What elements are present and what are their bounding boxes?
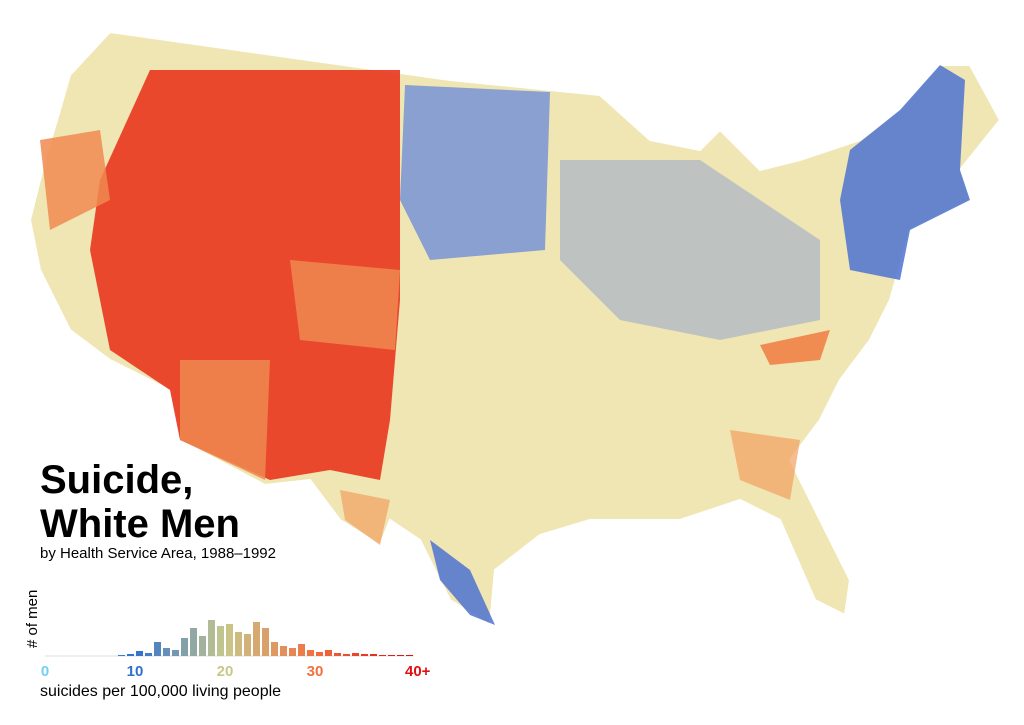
histogram-bar bbox=[217, 626, 224, 656]
histogram-bar bbox=[289, 648, 296, 656]
histogram-bar bbox=[316, 652, 323, 656]
title-line: White Men bbox=[40, 502, 240, 546]
region-midwest-mixed bbox=[560, 160, 820, 340]
histogram-bar bbox=[271, 642, 278, 656]
histogram-bar bbox=[298, 644, 305, 656]
histogram-bar bbox=[379, 655, 386, 656]
legend-histogram: 0 10 20 30 40+ bbox=[41, 620, 431, 680]
histogram-bar bbox=[127, 654, 134, 656]
histogram-bar bbox=[325, 650, 332, 656]
region-west bbox=[90, 70, 400, 480]
x-tick-label: 20 bbox=[217, 663, 234, 680]
histogram-bar bbox=[352, 653, 359, 656]
histogram-bar bbox=[145, 653, 152, 656]
histogram-bar bbox=[235, 632, 242, 656]
histogram-bar bbox=[154, 642, 161, 656]
region-texas-blue bbox=[430, 540, 495, 625]
histogram-bar bbox=[280, 646, 287, 656]
us-map bbox=[28, 30, 1002, 627]
histogram-bar bbox=[190, 628, 197, 656]
x-tick-label: 0 bbox=[41, 663, 49, 680]
histogram-bar bbox=[334, 653, 341, 656]
histogram-bar bbox=[343, 654, 350, 656]
region-west-orange bbox=[40, 130, 400, 480]
region-plains-blue bbox=[400, 85, 550, 260]
histogram-bar bbox=[172, 650, 179, 656]
histogram-bar bbox=[226, 624, 233, 656]
histogram-bar bbox=[262, 628, 269, 656]
histogram-bar bbox=[118, 655, 125, 656]
histogram-bar bbox=[181, 638, 188, 656]
histogram-bar bbox=[199, 636, 206, 656]
histogram-bar bbox=[361, 654, 368, 656]
region-south-orange bbox=[340, 430, 800, 545]
region-appalachia bbox=[760, 330, 830, 365]
title-line: Suicide, bbox=[40, 458, 193, 502]
x-tick-label: 30 bbox=[307, 663, 324, 680]
y-axis-label: # of men bbox=[24, 590, 41, 648]
region-northeast-blue bbox=[840, 65, 970, 280]
histogram-bar bbox=[397, 655, 404, 656]
histogram-bar bbox=[208, 620, 215, 656]
histogram-bar bbox=[136, 651, 143, 656]
x-tick-label: 40+ bbox=[405, 663, 431, 680]
histogram-bar bbox=[388, 655, 395, 656]
histogram-bar bbox=[307, 650, 314, 656]
histogram-bar bbox=[370, 654, 377, 656]
histogram-bar bbox=[253, 622, 260, 656]
histogram-bar bbox=[163, 648, 170, 656]
x-tick-label: 10 bbox=[127, 663, 144, 680]
subtitle: by Health Service Area, 1988–1992 bbox=[40, 545, 276, 562]
x-axis-label: suicides per 100,000 living people bbox=[40, 683, 281, 700]
histogram-bar bbox=[406, 655, 413, 656]
histogram-bar bbox=[244, 634, 251, 656]
